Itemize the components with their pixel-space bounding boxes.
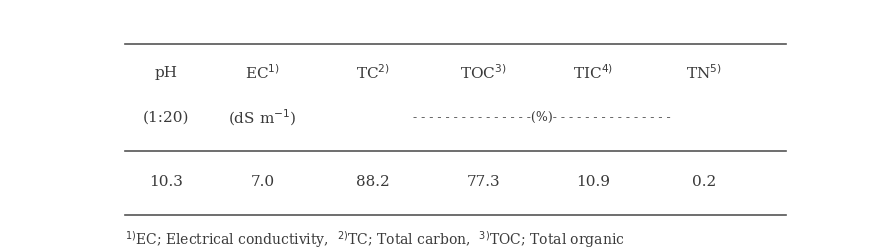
Text: EC$^{1)}$: EC$^{1)}$ (245, 64, 280, 82)
Text: 10.3: 10.3 (149, 175, 183, 188)
Text: (dS m$^{-1}$): (dS m$^{-1}$) (228, 107, 297, 128)
Text: TIC$^{4)}$: TIC$^{4)}$ (573, 64, 613, 82)
Text: pH: pH (155, 66, 178, 80)
Text: 0.2: 0.2 (692, 175, 716, 188)
Text: TN$^{5)}$: TN$^{5)}$ (685, 64, 722, 82)
Text: $^{1)}$EC; Electrical conductivity,  $^{2)}$TC; Total carbon,  $^{3)}$TOC; Total: $^{1)}$EC; Electrical conductivity, $^{2… (124, 229, 625, 250)
Text: (1:20): (1:20) (143, 111, 189, 124)
Text: TOC$^{3)}$: TOC$^{3)}$ (460, 64, 507, 82)
Text: TC$^{2)}$: TC$^{2)}$ (356, 64, 390, 82)
Text: 77.3: 77.3 (467, 175, 500, 188)
Text: - - - - - - - - - - - - - - -(%)- - - - - - - - - - - - - - -: - - - - - - - - - - - - - - -(%)- - - - … (412, 111, 670, 124)
Text: 88.2: 88.2 (356, 175, 389, 188)
Text: 10.9: 10.9 (576, 175, 611, 188)
Text: 7.0: 7.0 (251, 175, 275, 188)
